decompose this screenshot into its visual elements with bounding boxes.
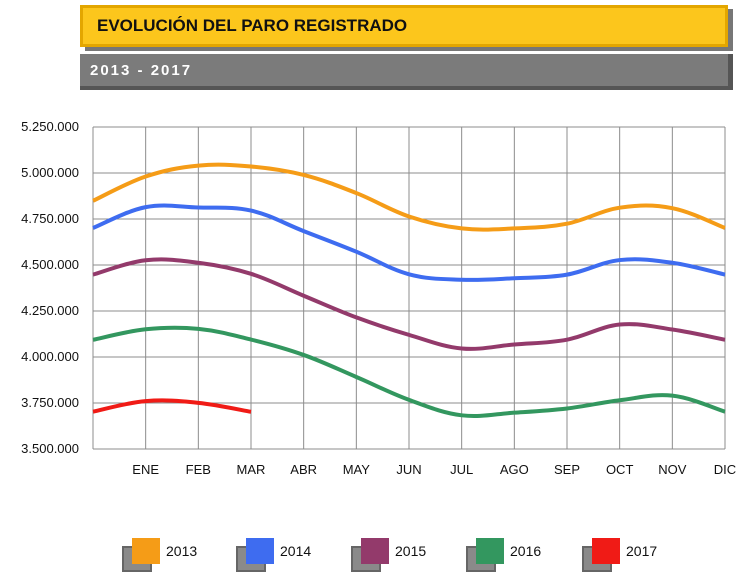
- chart-subtitle-text: 2013 - 2017: [90, 61, 193, 79]
- chart-title: EVOLUCIÓN DEL PARO REGISTRADO: [80, 5, 728, 47]
- x-tick-label: DIC: [714, 462, 736, 477]
- legend-swatch: [592, 538, 620, 564]
- chart-subtitle: 2013 - 2017: [80, 54, 733, 90]
- series-line-2015: [92, 257, 726, 351]
- x-tick-label: FEB: [186, 462, 211, 477]
- y-tick-label: 4.000.000: [21, 349, 79, 364]
- series-line-2017: [92, 398, 252, 414]
- y-tick-label: 5.000.000: [21, 165, 79, 180]
- y-tick-label: 3.500.000: [21, 441, 79, 456]
- y-tick-label: 3.750.000: [21, 395, 79, 410]
- series-line-2014: [92, 203, 726, 282]
- y-tick-label: 4.750.000: [21, 211, 79, 226]
- legend-swatch: [476, 538, 504, 564]
- legend-label: 2015: [395, 543, 427, 559]
- x-tick-label: SEP: [554, 462, 580, 477]
- series-line-2016: [92, 325, 726, 419]
- legend-label: 2013: [166, 543, 198, 559]
- x-tick-label: ABR: [290, 462, 317, 477]
- line-chart: 5.250.000 5.000.000 4.750.000 4.500.000 4.25…: [21, 119, 736, 477]
- x-tick-label: MAY: [343, 462, 371, 477]
- x-tick-label: JUL: [450, 462, 473, 477]
- y-tick-label: 4.500.000: [21, 257, 79, 272]
- chart-title-text: EVOLUCIÓN DEL PARO REGISTRADO: [97, 16, 408, 35]
- y-tick-label: 4.250.000: [21, 303, 79, 318]
- legend-swatch: [361, 538, 389, 564]
- series-line-2013: [92, 162, 726, 232]
- y-axis-ticks: 5.250.000 5.000.000 4.750.000 4.500.000 4.25…: [21, 119, 79, 456]
- x-tick-label: NOV: [658, 462, 687, 477]
- y-tick-label: 5.250.000: [21, 119, 79, 134]
- x-tick-label: JUN: [396, 462, 421, 477]
- legend-label: 2016: [510, 543, 542, 559]
- x-tick-label: ENE: [132, 462, 159, 477]
- legend: 2013 2014 2015 2016 2017: [0, 530, 747, 579]
- legend-swatch: [132, 538, 160, 564]
- legend-label: 2017: [626, 543, 658, 559]
- legend-swatch: [246, 538, 274, 564]
- x-tick-label: AGO: [500, 462, 529, 477]
- x-tick-label: OCT: [606, 462, 634, 477]
- legend-label: 2014: [280, 543, 312, 559]
- x-axis-ticks: ENE FEB MAR ABR MAY JUN JUL AGO SEP OCT NOV DIC: [132, 462, 736, 477]
- x-tick-label: MAR: [237, 462, 266, 477]
- series-lines: [92, 162, 726, 419]
- grid: [92, 126, 726, 450]
